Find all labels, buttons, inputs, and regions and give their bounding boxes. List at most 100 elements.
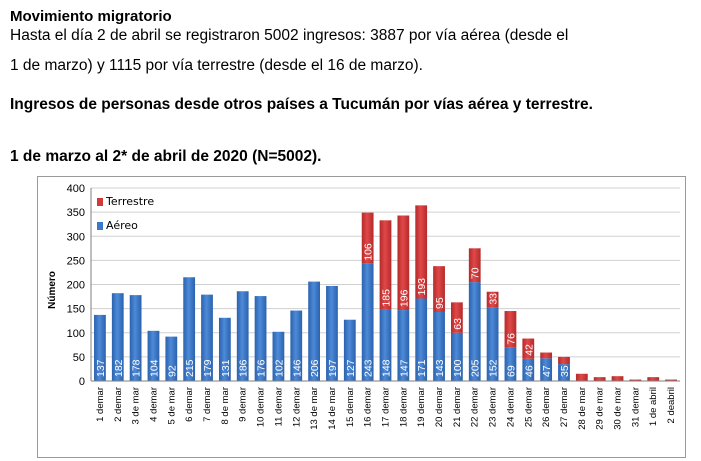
bar-aereo bbox=[468, 282, 481, 381]
chart-date-range: 1 de marzo al 2* de abril de 2020 (N=500… bbox=[10, 148, 322, 165]
x-tick-label: 23 demar bbox=[488, 387, 499, 427]
bar-terrestre bbox=[629, 379, 642, 381]
section-heading: Movimiento migratorio bbox=[10, 8, 172, 25]
data-label-aereo: 205 bbox=[470, 359, 482, 377]
data-label-terrestre: 185 bbox=[381, 289, 393, 307]
data-label-aereo: 46 bbox=[523, 365, 535, 377]
legend: Terrestre Aéreo bbox=[97, 195, 154, 232]
bar-aereo bbox=[129, 295, 142, 381]
bar-aereo bbox=[415, 298, 428, 381]
y-tick-350: 350 bbox=[67, 207, 85, 219]
x-tick-label: 14 de mar bbox=[327, 387, 338, 430]
bar-aereo bbox=[254, 296, 267, 381]
x-tick-label: 13 de mar bbox=[309, 387, 320, 430]
bar-aereo bbox=[361, 263, 374, 381]
x-tick-label: 17 demar bbox=[381, 387, 392, 427]
chart-frame bbox=[37, 176, 686, 458]
bar-aereo bbox=[326, 285, 338, 381]
y-tick-labels: 0 50 100 150 200 250 300 350 400 bbox=[67, 183, 85, 388]
bar-aereo bbox=[111, 293, 124, 381]
bar-aereo bbox=[433, 312, 445, 381]
y-tick-300: 300 bbox=[67, 231, 85, 243]
x-tick-label: 2 demar bbox=[113, 387, 124, 422]
data-label-aereo: 243 bbox=[363, 359, 375, 377]
data-label-aereo: 152 bbox=[488, 359, 500, 377]
x-tick-label: 21 demar bbox=[452, 387, 463, 427]
x-tick-label: 16 demar bbox=[363, 387, 374, 427]
bar-aereo bbox=[201, 294, 213, 381]
data-label-aereo: 92 bbox=[166, 365, 178, 377]
bar-aereo bbox=[504, 347, 517, 381]
x-tick-labels: 1 demar 2 demar 3 de mar 4 demar 5 de mar 6 d… bbox=[95, 387, 677, 430]
bar-aereo bbox=[218, 317, 231, 381]
summary-line-2: 1 de marzo) y 1115 por vía terrestre (de… bbox=[10, 57, 423, 74]
x-tick-label: 1 de abril bbox=[648, 387, 659, 426]
bar-aereo bbox=[451, 332, 463, 381]
bar-aereo bbox=[540, 358, 553, 381]
legend-swatch-terrestre bbox=[97, 198, 103, 206]
bar-aereo bbox=[183, 277, 196, 381]
bar-terrestre bbox=[468, 248, 481, 283]
data-label-aereo: 127 bbox=[345, 359, 357, 377]
x-tick-label: 27 demar bbox=[559, 387, 570, 427]
bar-terrestre bbox=[451, 302, 463, 333]
x-tick-label: 22 demar bbox=[470, 387, 481, 427]
x-tick-label: 26 demar bbox=[541, 387, 552, 427]
x-tick-label: 29 de mar bbox=[595, 387, 606, 430]
y-tick-100: 100 bbox=[67, 328, 85, 340]
bar-aereo bbox=[236, 291, 249, 381]
x-tick-label: 12 demar bbox=[291, 387, 302, 427]
y-tick-50: 50 bbox=[73, 352, 85, 364]
x-tick-label: 19 demar bbox=[416, 387, 427, 427]
bar-terrestre bbox=[665, 379, 677, 381]
data-labels: 137 182 178 104 92 215 179 131 186 176 102 146 206 19… bbox=[95, 243, 571, 377]
bar-terrestre bbox=[558, 356, 570, 365]
data-label-aereo: 69 bbox=[505, 365, 517, 377]
bar-chart: 0 50 100 150 200 250 300 350 400 1 demar 2 demar 3… bbox=[37, 176, 686, 458]
x-tick-label: 3 de mar bbox=[131, 387, 142, 425]
data-label-terrestre: 63 bbox=[452, 318, 464, 330]
x-tick-label: 25 demar bbox=[523, 387, 534, 427]
legend-label-aereo: Aéreo bbox=[106, 219, 138, 232]
y-tick-0: 0 bbox=[79, 376, 85, 388]
x-tick-label: 30 de mar bbox=[613, 387, 624, 430]
bar-terrestre bbox=[522, 338, 535, 359]
bar-aereo bbox=[486, 307, 499, 381]
x-tick-label: 20 demar bbox=[434, 387, 445, 427]
data-label-terrestre: 33 bbox=[488, 293, 500, 305]
data-label-terrestre: 193 bbox=[416, 278, 428, 296]
data-label-aereo: 102 bbox=[273, 359, 285, 377]
y-tick-400: 400 bbox=[67, 183, 85, 195]
x-tick-label: 5 de mar bbox=[166, 387, 177, 425]
bar-aereo bbox=[147, 330, 160, 381]
data-label-aereo: 47 bbox=[541, 365, 553, 377]
data-label-aereo: 179 bbox=[202, 359, 214, 377]
y-tick-250: 250 bbox=[67, 255, 85, 267]
y-tick-200: 200 bbox=[67, 280, 85, 292]
bar-aereo bbox=[272, 331, 285, 381]
data-label-terrestre: 196 bbox=[398, 289, 410, 307]
data-label-aereo: 137 bbox=[95, 359, 107, 377]
x-tick-label: 15 demar bbox=[345, 387, 356, 427]
x-tick-label: 4 demar bbox=[148, 387, 159, 422]
data-label-aereo: 206 bbox=[309, 359, 321, 377]
x-tick-label: 8 de mar bbox=[220, 387, 231, 425]
bar-terrestre bbox=[593, 377, 606, 381]
bar-aereo bbox=[308, 281, 320, 381]
bar-aereo bbox=[397, 310, 410, 381]
axes bbox=[90, 188, 680, 382]
x-tick-label: 2 deabril bbox=[666, 387, 677, 423]
data-label-aereo: 35 bbox=[559, 365, 571, 377]
bar-aereo bbox=[165, 336, 178, 381]
data-label-terrestre: 106 bbox=[363, 243, 375, 261]
data-label-aereo: 197 bbox=[327, 359, 339, 377]
bar-terrestre bbox=[361, 212, 374, 264]
bars bbox=[94, 205, 677, 381]
bar-aereo bbox=[558, 364, 570, 381]
bar-aereo bbox=[94, 314, 106, 381]
data-label-terrestre: 76 bbox=[505, 333, 517, 345]
data-label-terrestre: 95 bbox=[434, 297, 446, 309]
data-label-aereo: 143 bbox=[434, 359, 446, 377]
x-tick-label: 1 demar bbox=[95, 387, 106, 422]
x-tick-label: 28 de mar bbox=[577, 387, 588, 430]
